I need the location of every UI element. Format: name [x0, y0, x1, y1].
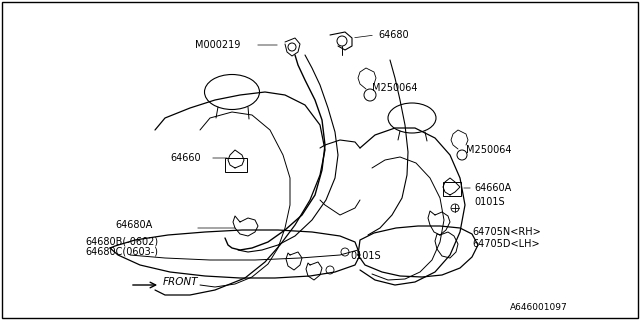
Text: 64660A: 64660A: [474, 183, 511, 193]
Text: 64705D<LH>: 64705D<LH>: [472, 239, 540, 249]
Text: 64680A: 64680A: [115, 220, 152, 230]
Text: 64680C(0603-): 64680C(0603-): [85, 247, 158, 257]
Text: 64705N<RH>: 64705N<RH>: [472, 227, 541, 237]
Bar: [225, 158, 247, 172]
Text: 64680B(-0602): 64680B(-0602): [85, 237, 158, 247]
Text: 64660: 64660: [170, 153, 200, 163]
Text: M250064: M250064: [466, 145, 511, 155]
Bar: [443, 182, 461, 196]
Text: M250064: M250064: [372, 83, 417, 93]
Text: M000219: M000219: [195, 40, 241, 50]
Text: 64680: 64680: [378, 30, 408, 40]
Text: A646001097: A646001097: [510, 303, 568, 313]
Text: 0101S: 0101S: [350, 251, 381, 261]
Text: 0101S: 0101S: [474, 197, 504, 207]
Text: FRONT: FRONT: [163, 277, 198, 287]
